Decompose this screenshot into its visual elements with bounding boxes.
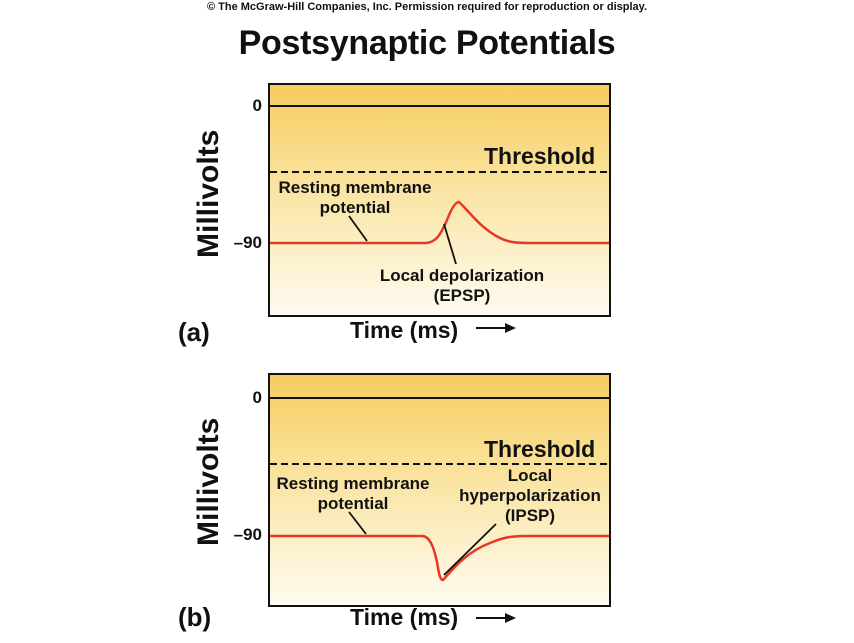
tick-resting-b: –90	[233, 525, 262, 544]
resting-label-b-line1: Resting membrane	[276, 474, 430, 493]
resting-label-b-line2: potential	[317, 494, 389, 513]
resting-label-a-line2: potential	[319, 198, 391, 217]
event-label-b-line3: (IPSP)	[504, 506, 556, 525]
event-label-a-line2: (EPSP)	[433, 286, 491, 305]
event-label-a: Local depolarization (EPSP)	[362, 266, 562, 306]
threshold-label-b: Threshold	[484, 436, 596, 462]
threshold-label-a: Threshold	[484, 143, 596, 169]
ipsp-trace	[270, 534, 609, 582]
copyright-notice: © The McGraw-Hill Companies, Inc. Permis…	[206, 1, 648, 13]
plot-area-b	[268, 373, 611, 607]
figure-title: Postsynaptic Potentials	[238, 24, 616, 62]
resting-label-a-line1: Resting membrane	[278, 178, 432, 197]
event-label-b: Local hyperpolarization (IPSP)	[450, 466, 610, 526]
event-label-b-line2: hyperpolarization	[459, 486, 601, 505]
tick-zero-b: 0	[252, 388, 262, 407]
event-pointer-b	[443, 523, 497, 576]
x-axis-label-b: Time (ms)	[350, 604, 459, 630]
event-label-b-line1: Local	[507, 466, 553, 485]
resting-label-a: Resting membrane potential	[275, 178, 435, 218]
resting-pointer-a	[348, 215, 368, 242]
resting-pointer-b	[348, 511, 367, 535]
x-axis-label-a: Time (ms)	[350, 317, 459, 343]
time-arrow-a-head	[505, 323, 516, 333]
time-arrow-b-head	[505, 613, 516, 623]
resting-label-b: Resting membrane potential	[273, 474, 433, 514]
plot-area-a	[268, 83, 611, 317]
tick-zero-a: 0	[252, 96, 262, 115]
panel-label-a: (a)	[178, 317, 210, 347]
panel-label-b: (b)	[178, 602, 212, 632]
tick-resting-a: –90	[233, 233, 262, 252]
event-pointer-a	[443, 223, 457, 265]
epsp-trace	[270, 200, 609, 245]
event-label-a-line1: Local depolarization	[379, 266, 545, 285]
